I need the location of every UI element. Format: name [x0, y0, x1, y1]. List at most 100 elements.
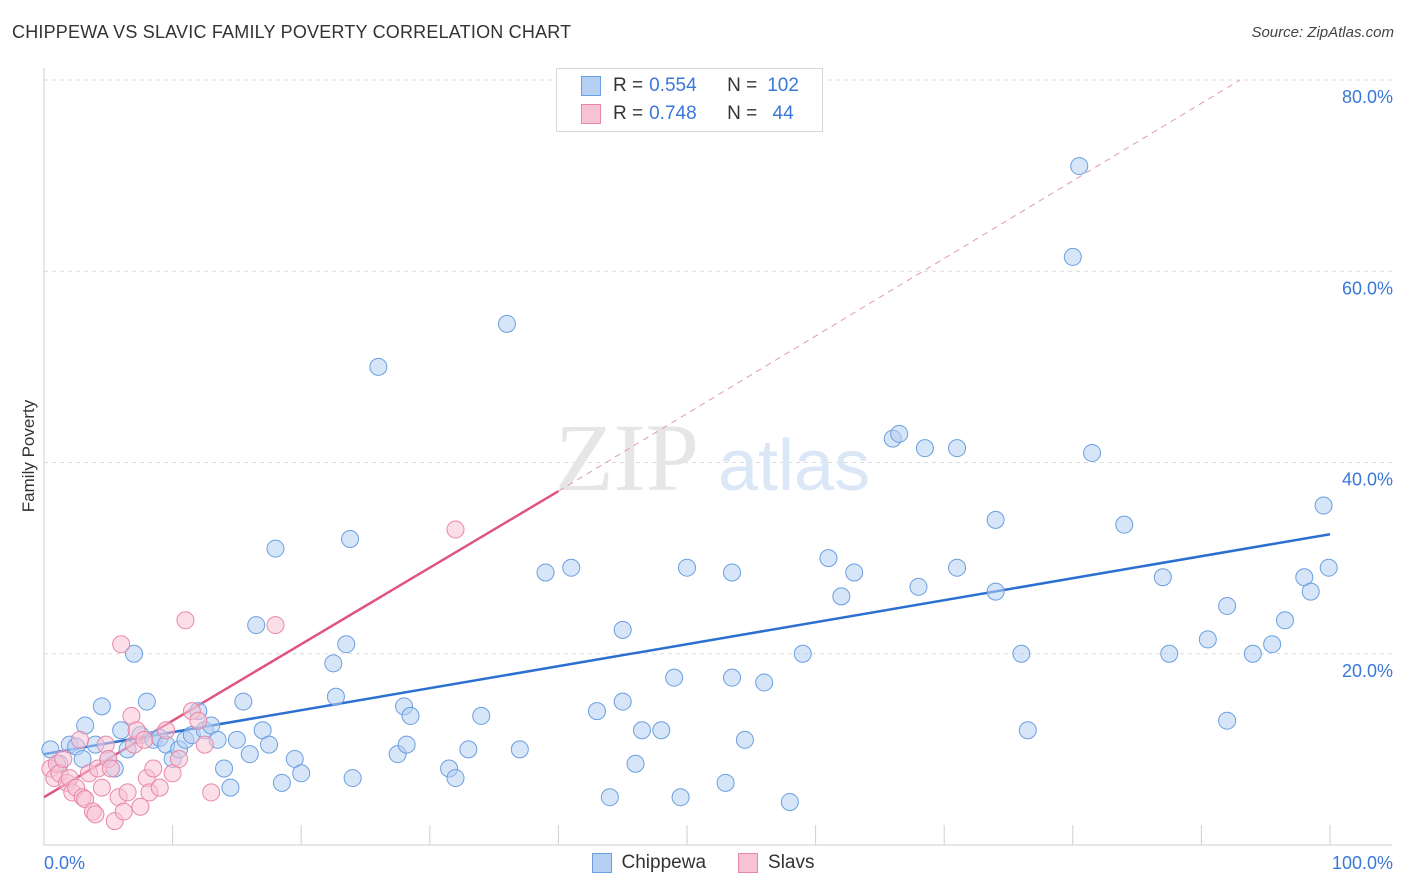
legend-n-label: N = [727, 75, 758, 96]
point-chippewa [1218, 711, 1237, 730]
series-legend-chippewa: Chippewa [591, 852, 707, 874]
legend-row-chippewa: R = 0.554 N = 102 [581, 73, 799, 99]
point-slavs [71, 730, 90, 749]
point-slavs [135, 730, 154, 749]
point-chippewa [1012, 644, 1031, 663]
series-swatch-slavs [738, 853, 759, 873]
point-slavs [446, 520, 465, 539]
point-chippewa [1018, 721, 1037, 740]
legend-r-label: R = [613, 75, 644, 96]
point-chippewa [221, 778, 240, 797]
point-slavs [118, 783, 137, 802]
point-chippewa [613, 620, 632, 639]
point-chippewa [1115, 515, 1134, 534]
point-chippewa [1063, 247, 1082, 266]
point-chippewa [234, 692, 253, 711]
point-chippewa [890, 424, 909, 443]
correlation-legend: R = 0.554 N = 102 R = 0.748 N = 44 [556, 68, 823, 132]
point-chippewa [735, 730, 754, 749]
point-chippewa [986, 582, 1005, 601]
trend-line-chippewa [43, 532, 1331, 756]
series-label-chippewa: Chippewa [621, 852, 707, 873]
tick-labels: 20.0% 40.0% 60.0% 80.0% 0.0% 100.0% [44, 87, 1393, 873]
point-chippewa [137, 692, 156, 711]
point-chippewa [497, 314, 516, 333]
point-chippewa [632, 721, 651, 740]
point-chippewa [1301, 582, 1320, 601]
point-chippewa [397, 735, 416, 754]
y-tick-label: 20.0% [1342, 661, 1393, 681]
point-chippewa [112, 721, 131, 740]
point-slavs [144, 759, 163, 778]
point-chippewa [215, 759, 234, 778]
point-slavs [131, 797, 150, 816]
point-chippewa [613, 692, 632, 711]
point-chippewa [1160, 644, 1179, 663]
series-label-slavs: Slavs [768, 852, 815, 873]
point-slavs [170, 749, 189, 768]
point-chippewa [459, 740, 478, 759]
point-chippewa [665, 668, 684, 687]
point-chippewa [832, 587, 851, 606]
point-slavs [202, 783, 221, 802]
point-chippewa [1153, 568, 1172, 587]
legend-n-value: 102 [767, 75, 799, 96]
point-chippewa [1198, 630, 1217, 649]
data-points [41, 157, 1338, 831]
point-slavs [92, 778, 111, 797]
x-tick-label: 100.0% [1332, 853, 1393, 873]
legend-r-value: 0.554 [649, 75, 697, 96]
point-slavs [150, 778, 169, 797]
point-slavs [176, 611, 195, 630]
point-chippewa [324, 654, 343, 673]
chart-title: CHIPPEWA VS SLAVIC FAMILY POVERTY CORREL… [12, 22, 572, 42]
point-chippewa [845, 563, 864, 582]
series-legend: Chippewa Slavs [0, 852, 1406, 874]
point-slavs [266, 616, 285, 635]
point-chippewa [1263, 635, 1282, 654]
point-slavs [86, 805, 105, 824]
series-legend-slavs: Slavs [738, 852, 814, 874]
legend-r-value: 0.748 [649, 103, 697, 124]
legend-n-label: N = [727, 103, 758, 124]
point-chippewa [536, 563, 555, 582]
y-tick-label: 40.0% [1342, 470, 1393, 490]
point-chippewa [1083, 443, 1102, 462]
point-chippewa [915, 439, 934, 458]
point-slavs [195, 735, 214, 754]
legend-swatch-chippewa [581, 76, 601, 96]
source-label: Source: ZipAtlas.com [1251, 24, 1394, 41]
axes [43, 68, 1392, 846]
watermark-atlas: atlas [718, 426, 870, 506]
point-slavs [157, 721, 176, 740]
point-chippewa [948, 439, 967, 458]
point-chippewa [1275, 611, 1294, 630]
point-chippewa [723, 668, 742, 687]
point-chippewa [272, 773, 291, 792]
point-chippewa [1314, 496, 1333, 515]
point-chippewa [723, 563, 742, 582]
legend-row-slavs: R = 0.748 N = 44 [581, 101, 794, 127]
point-slavs [189, 711, 208, 730]
y-tick-label: 60.0% [1342, 278, 1393, 298]
point-chippewa [780, 792, 799, 811]
point-chippewa [652, 721, 671, 740]
point-chippewa [125, 644, 144, 663]
point-chippewa [510, 740, 529, 759]
point-chippewa [587, 702, 606, 721]
point-chippewa [92, 697, 111, 716]
point-chippewa [401, 706, 420, 725]
point-chippewa [247, 616, 266, 635]
point-chippewa [240, 745, 259, 764]
point-chippewa [337, 635, 356, 654]
point-chippewa [600, 788, 619, 807]
legend-swatch-slavs [581, 104, 601, 124]
point-chippewa [909, 577, 928, 596]
legend-n-value: 44 [767, 103, 794, 124]
point-chippewa [1319, 558, 1338, 577]
point-chippewa [948, 558, 967, 577]
point-chippewa [1218, 596, 1237, 615]
point-chippewa [986, 510, 1005, 529]
point-chippewa [472, 706, 491, 725]
